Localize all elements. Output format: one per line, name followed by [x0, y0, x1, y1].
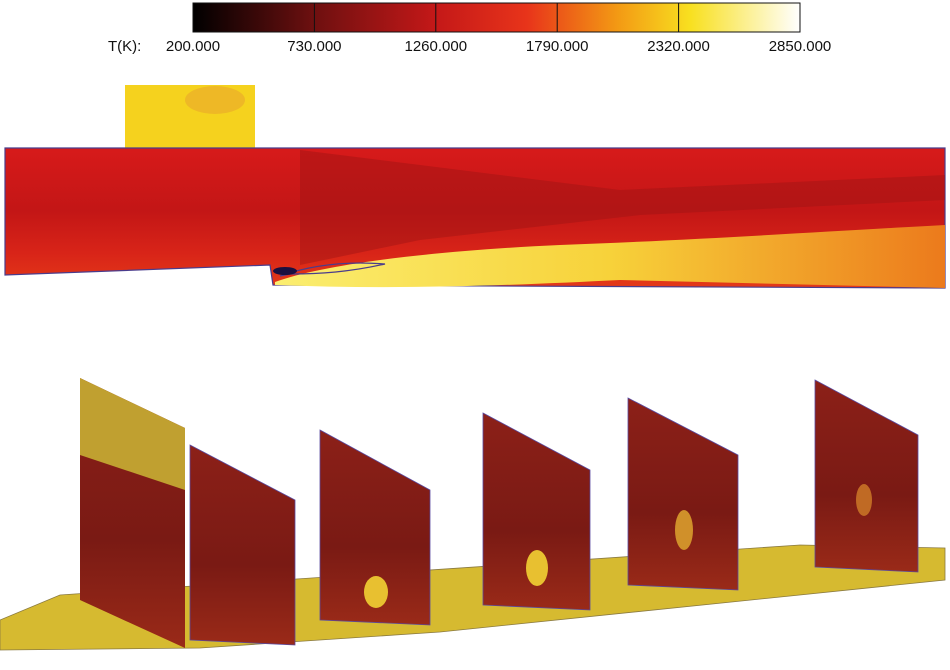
colorbar-tick-label: 730.000 — [287, 38, 341, 55]
slice — [319, 429, 431, 626]
slice-view — [0, 378, 946, 651]
colorbar-tick-label: 1790.000 — [526, 38, 589, 55]
cold-spot — [273, 267, 297, 275]
colorbar-tick-label: 2320.000 — [647, 38, 710, 55]
inlet-spot — [185, 86, 245, 114]
slice — [482, 412, 591, 611]
slice — [189, 444, 296, 646]
cold-core — [300, 150, 945, 265]
colorbar-tick-label: 1260.000 — [405, 38, 468, 55]
colorbar-label: T(K): — [108, 38, 141, 55]
hot-region — [275, 225, 945, 288]
hot-spot — [364, 576, 388, 608]
colorbar-ticks: 200.000 730.000 1260.000 1790.000 2320.000 28… — [166, 3, 831, 55]
isoline — [279, 262, 386, 277]
slice — [627, 397, 739, 591]
hot-spot — [856, 484, 872, 516]
hot-spot — [526, 550, 548, 586]
slice — [814, 379, 919, 573]
colorbar — [192, 2, 801, 33]
hot-spot — [675, 510, 693, 550]
colorbar-tick-label: 2850.000 — [769, 38, 832, 55]
side-view — [4, 85, 946, 289]
slice-top — [80, 378, 185, 490]
colorbar-tick-label: 200.000 — [166, 38, 220, 55]
